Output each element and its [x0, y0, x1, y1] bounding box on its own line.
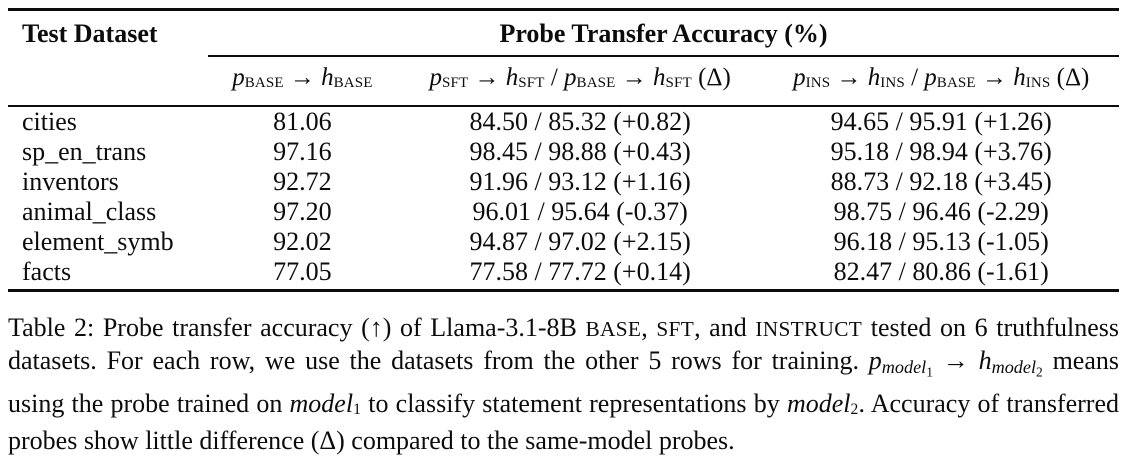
- table-header: Test Dataset Probe Transfer Accuracy (%)…: [8, 9, 1119, 107]
- table-row: cities 81.06 84.50 / 85.32 (+0.82) 94.65…: [8, 106, 1119, 137]
- sft-accuracy: 96.01 / 95.64 (-0.37): [472, 197, 688, 227]
- dataset-name: animal_class: [22, 197, 157, 227]
- base-accuracy: 81.06: [273, 107, 332, 137]
- ins-accuracy: 94.65 / 95.91 (+1.26): [830, 107, 1052, 137]
- col-header-test-dataset: Test Dataset: [22, 19, 158, 48]
- table-caption: Table 2: Probe transfer accuracy (↑) of …: [8, 313, 1119, 455]
- col-header-pbase-to-hbase: pBASE → hBASE: [232, 64, 373, 92]
- sft-accuracy: 91.96 / 93.12 (+1.16): [469, 167, 691, 197]
- sft-accuracy: 84.50 / 85.32 (+0.82): [469, 107, 691, 137]
- table-row: animal_class 97.20 96.01 / 95.64 (-0.37)…: [8, 197, 1119, 227]
- col-header-psft-to-hsft: pSFT → hSFT / pBASE → hSFT (Δ): [429, 64, 731, 92]
- dataset-name: sp_en_trans: [22, 137, 147, 167]
- base-accuracy: 92.02: [273, 227, 332, 257]
- ins-accuracy: 96.18 / 95.13 (-1.05): [833, 227, 1049, 257]
- dataset-name: cities: [22, 107, 77, 137]
- table-body: cities 81.06 84.50 / 85.32 (+0.82) 94.65…: [8, 106, 1119, 291]
- table-row: sp_en_trans 97.16 98.45 / 98.88 (+0.43) …: [8, 137, 1119, 167]
- sft-accuracy: 98.45 / 98.88 (+0.43): [469, 137, 691, 167]
- header-row-subcolumns: pBASE → hBASE pSFT → hSFT / pBASE → hSFT…: [8, 56, 1119, 106]
- ins-accuracy: 88.73 / 92.18 (+3.45): [830, 167, 1052, 197]
- header-row-group: Test Dataset Probe Transfer Accuracy (%): [8, 9, 1119, 57]
- table-row: element_symb 92.02 94.87 / 97.02 (+2.15)…: [8, 227, 1119, 257]
- table-row: inventors 92.72 91.96 / 93.12 (+1.16) 88…: [8, 167, 1119, 197]
- col-header-pins-to-hins: pINS → hINS / pBASE → hINS (Δ): [793, 64, 1090, 92]
- sft-accuracy: 94.87 / 97.02 (+2.15): [469, 227, 691, 257]
- dataset-name: facts: [22, 257, 72, 287]
- table-row: facts 77.05 77.58 / 77.72 (+0.14) 82.47 …: [8, 257, 1119, 291]
- base-accuracy: 77.05: [273, 257, 332, 287]
- col-group-header-probe-transfer-accuracy: Probe Transfer Accuracy (%): [207, 9, 1119, 57]
- results-table: Test Dataset Probe Transfer Accuracy (%)…: [8, 8, 1119, 293]
- dataset-name: inventors: [22, 167, 119, 197]
- base-accuracy: 97.16: [273, 137, 332, 167]
- ins-accuracy: 82.47 / 80.86 (-1.61): [833, 257, 1049, 287]
- ins-accuracy: 98.75 / 96.46 (-2.29): [833, 197, 1049, 227]
- ins-accuracy: 95.18 / 98.94 (+3.76): [830, 137, 1052, 167]
- sft-accuracy: 77.58 / 77.72 (+0.14): [469, 257, 691, 287]
- base-accuracy: 97.20: [273, 197, 332, 227]
- base-accuracy: 92.72: [273, 167, 332, 197]
- dataset-name: element_symb: [22, 227, 174, 257]
